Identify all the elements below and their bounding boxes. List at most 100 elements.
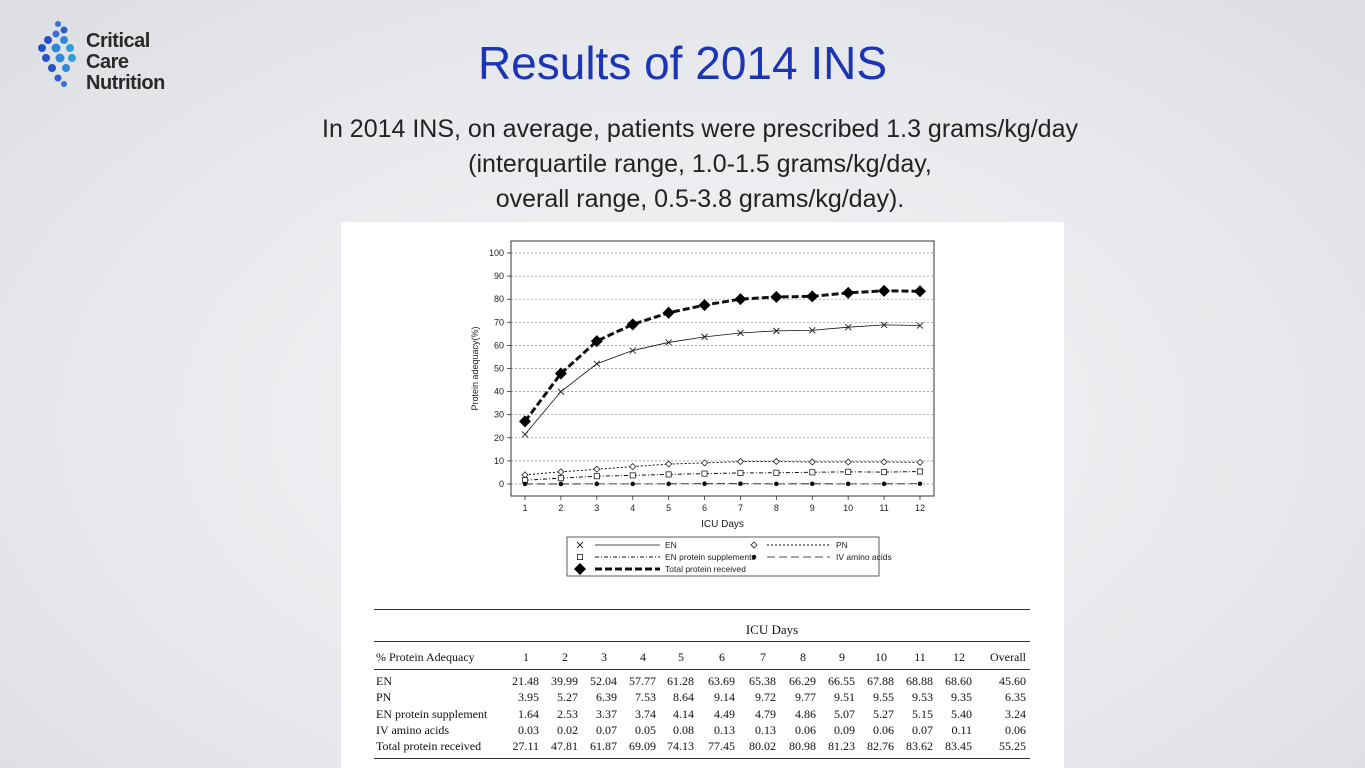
data-point-s2-5: [701, 470, 708, 477]
data-point-s1-5: [700, 459, 709, 467]
logo-text: Critical Care Nutrition: [86, 31, 186, 94]
table-cell: 45.60: [999, 674, 1026, 688]
y-tick-label: 80: [494, 294, 504, 304]
data-point-s1-1: [557, 468, 565, 476]
y-tick-label: 10: [494, 456, 504, 466]
table-cell: 0.13: [755, 722, 776, 737]
table-cell: 0.09: [834, 722, 855, 737]
legend-marker-0: [576, 541, 584, 549]
table-cell: 65.38: [749, 674, 776, 688]
data-point-s1-0: [521, 471, 529, 479]
data-point-s0-6: [737, 329, 744, 337]
table-cell: 21.48: [512, 674, 539, 688]
data-point-s3-6: [738, 481, 743, 486]
data-point-s4-7: [770, 290, 783, 303]
table-column-header: 3: [601, 650, 607, 664]
table-top-rule: [374, 609, 1030, 610]
data-point-s1-11: [916, 458, 924, 466]
data-point-s2-7: [773, 469, 780, 476]
table-row-label: IV amino acids: [376, 722, 450, 737]
legend-marker-2: [576, 553, 583, 560]
table-column-header: 6: [719, 650, 725, 664]
legend-marker-1: [750, 541, 758, 549]
table-cell: 0.06: [1005, 722, 1026, 737]
table-column-header: 4: [640, 650, 646, 664]
figure-panel: 0 10 20 30 40 50 60 70 80 90 100 1 2 3 4 5 6 7 8 9 10 11 12 ICU…: [341, 222, 1064, 768]
table-cell: 83.62: [906, 739, 933, 754]
y-tick-label: 40: [494, 387, 504, 397]
data-point-s3-10: [881, 481, 887, 487]
data-point-s4-10: [878, 284, 891, 297]
x-tick-label: 4: [630, 503, 635, 513]
table-row-label: EN: [376, 674, 392, 688]
table-cell: 55.25: [999, 739, 1026, 754]
data-point-s4-4: [662, 306, 675, 319]
table-cell: 9.55: [873, 690, 894, 705]
table-cell: 69.09: [629, 739, 656, 754]
data-point-s4-9: [842, 286, 855, 299]
table-column-header: 9: [839, 650, 845, 664]
table-cell: 9.77: [795, 690, 816, 705]
data-point-s1-2: [593, 465, 601, 473]
series-line-2: [524, 471, 921, 481]
data-point-s2-3: [629, 472, 636, 479]
data-point-s0-5: [701, 333, 708, 341]
data-point-s3-9: [845, 481, 851, 487]
table-cell: 61.28: [667, 674, 694, 688]
data-point-s2-9: [845, 468, 852, 475]
table-cell: 63.69: [708, 674, 735, 688]
table-cell: 81.23: [828, 739, 855, 754]
subtitle-line-1: In 2014 INS, on average, patients were p…: [322, 115, 1078, 143]
x-tick-label: 9: [810, 503, 815, 513]
table-cell: 68.60: [945, 674, 972, 688]
data-point-s3-2: [594, 481, 600, 487]
table-cell: 0.06: [795, 722, 816, 737]
series-line-4: [523, 289, 921, 423]
subtitle-line-3: overall range, 0.5-3.8 grams/kg/day).: [495, 185, 905, 213]
table-row: IV amino acids 0.03 0.02 0.07 0.05 0.08 0.13 0.…: [374, 723, 1030, 739]
table-column-header: Overall: [990, 650, 1026, 664]
data-point-s4-3: [626, 318, 639, 331]
data-point-s1-4: [665, 460, 673, 468]
table-cell: 4.86: [795, 706, 816, 721]
data-point-s3-4: [666, 481, 671, 487]
table-cell: 5.40: [951, 706, 972, 721]
legend-marker-3: [751, 554, 757, 560]
table-cell: 5.07: [834, 706, 855, 721]
table-cell: 9.51: [834, 690, 855, 705]
logo-line-2: Nutrition: [86, 72, 165, 94]
table-cell: 6.35: [1005, 690, 1026, 705]
table-cell: 5.15: [912, 706, 933, 721]
data-point-s3-11: [917, 481, 923, 487]
legend-label-0: EN: [665, 540, 677, 550]
data-point-s4-0: [519, 415, 531, 428]
y-tick-label: 100: [489, 248, 504, 258]
table-cell: 68.88: [906, 674, 933, 688]
data-point-s0-1: [557, 388, 565, 395]
table-row: PN 3.95 5.27 6.39 7.53 8.64 9.14 9.72 9.77 9.51 9.…: [374, 690, 1030, 706]
data-point-s1-10: [880, 458, 888, 466]
y-tick-label: 50: [494, 364, 504, 374]
data-point-s0-10: [880, 321, 888, 329]
table-cell: 8.64: [673, 690, 694, 705]
data-point-s0-0: [521, 431, 529, 438]
y-tick-label: 0: [499, 479, 504, 489]
data-point-s2-1: [557, 475, 564, 482]
slide-title: Results of 2014 INS: [477, 37, 888, 89]
table-row-label: EN protein supplement: [376, 706, 488, 721]
table-cell: 0.11: [951, 722, 972, 737]
data-point-s2-4: [665, 471, 672, 478]
table-column-header: 7: [760, 650, 766, 664]
data-point-s4-2: [590, 335, 603, 348]
y-tick-label: 30: [494, 410, 504, 420]
data-point-s3-1: [558, 481, 564, 487]
table-cell: 6.39: [596, 690, 617, 705]
data-point-s0-11: [916, 322, 924, 329]
table-cell: 61.87: [590, 739, 617, 754]
data-point-s3-0: [522, 481, 528, 487]
x-tick-label: 11: [879, 503, 888, 513]
series-line-1: [524, 460, 921, 476]
table-header-row: % Protein Adequacy 1 2 3 4 5 6 7 8 9 10 11 12 Overall: [374, 650, 1030, 666]
data-point-s2-2: [593, 473, 600, 480]
table-cell: 80.02: [749, 739, 776, 754]
